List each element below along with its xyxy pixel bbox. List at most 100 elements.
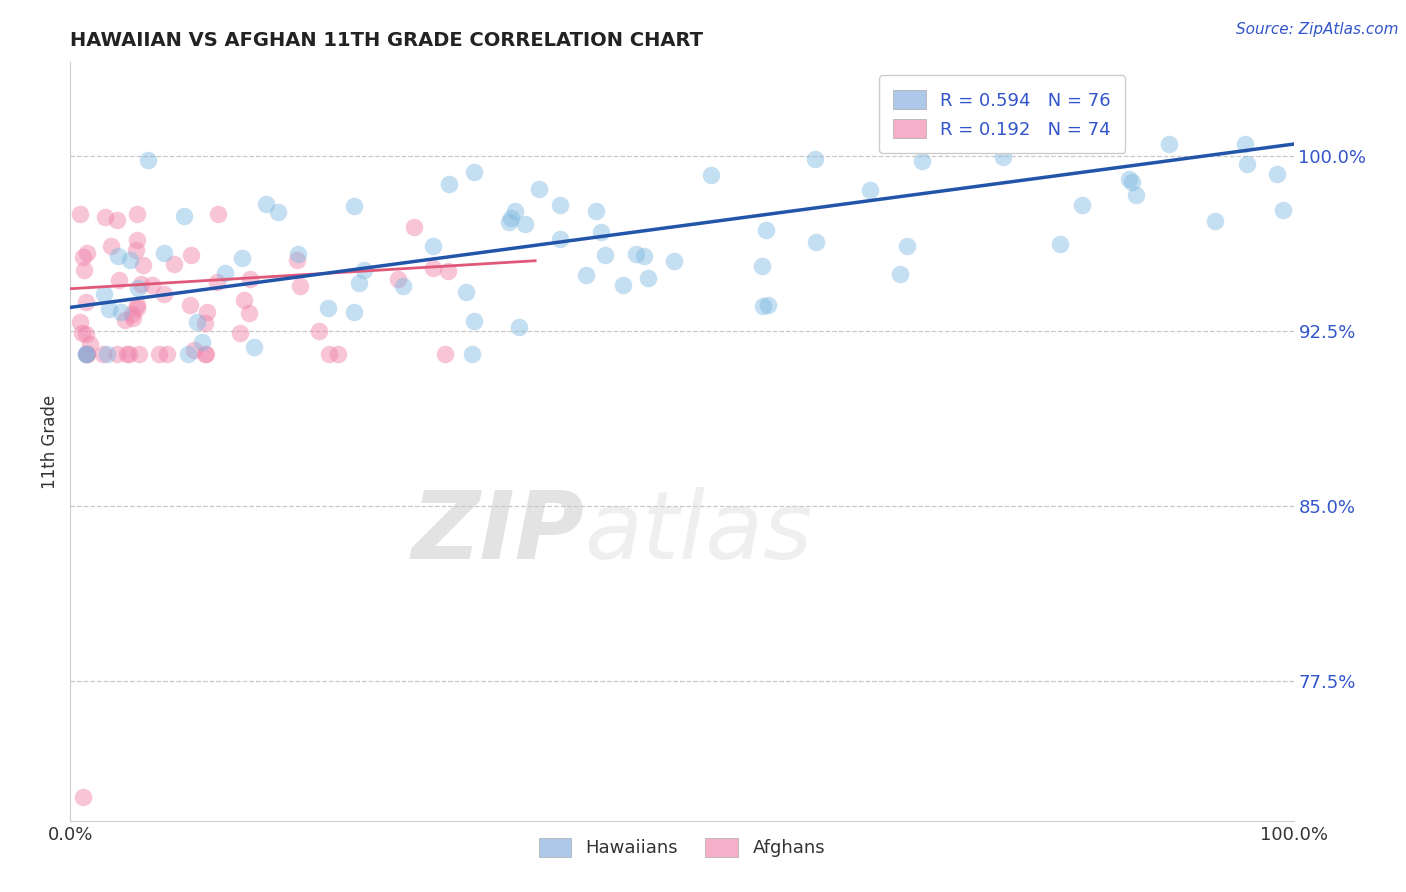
Point (214, 266, 236, 280)
Point (911, 154, 934, 169)
Point (194, 316, 217, 330)
Point (637, 270, 659, 285)
Point (437, 263, 460, 277)
Point (508, 320, 530, 334)
Point (422, 261, 444, 276)
Point (148, 347, 170, 361)
Point (183, 343, 205, 357)
Point (287, 252, 309, 267)
Point (152, 286, 174, 301)
Point (593, 248, 616, 262)
Point (132, 258, 155, 272)
Point (127, 298, 149, 312)
Point (343, 305, 366, 319)
Point (501, 211, 523, 225)
Point (1125, 187, 1147, 202)
Point (308, 324, 330, 338)
Point (121, 307, 143, 321)
Point (231, 251, 253, 265)
Point (287, 247, 309, 261)
Point (107, 249, 129, 263)
Point (117, 347, 139, 361)
Point (463, 165, 485, 179)
Point (1017, 137, 1039, 152)
Point (326, 347, 349, 361)
Point (108, 272, 131, 286)
Point (751, 299, 773, 313)
Text: Source: ZipAtlas.com: Source: ZipAtlas.com (1236, 22, 1399, 37)
Point (498, 214, 520, 228)
Point (254, 197, 277, 211)
Text: atlas: atlas (583, 487, 813, 578)
Point (76, 347, 98, 361)
Point (624, 246, 647, 260)
Point (460, 347, 482, 361)
Point (288, 279, 311, 293)
Text: HAWAIIAN VS AFGHAN 11TH GRADE CORRELATION CHART: HAWAIIAN VS AFGHAN 11TH GRADE CORRELATIO… (70, 30, 703, 50)
Point (1157, 137, 1180, 152)
Point (1118, 171, 1140, 186)
Point (434, 347, 457, 361)
Point (548, 198, 571, 212)
Point (548, 232, 571, 246)
Y-axis label: 11th Grade: 11th Grade (41, 394, 59, 489)
Point (186, 315, 208, 329)
Point (69, 207, 91, 221)
Point (205, 276, 228, 290)
Point (1121, 175, 1143, 189)
Point (756, 298, 779, 312)
Point (180, 248, 202, 262)
Point (97, 302, 120, 317)
Point (238, 306, 260, 320)
Point (131, 277, 153, 292)
Point (207, 207, 229, 221)
Point (93, 287, 115, 301)
Point (122, 311, 145, 326)
Point (1204, 214, 1226, 228)
Point (804, 235, 827, 249)
Point (72, 790, 94, 805)
Point (75, 347, 97, 361)
Point (1071, 197, 1094, 211)
Point (127, 281, 149, 295)
Point (896, 239, 918, 253)
Point (804, 153, 827, 167)
Point (120, 252, 142, 267)
Point (156, 347, 179, 361)
Point (318, 347, 340, 361)
Point (422, 239, 444, 253)
Point (179, 298, 201, 312)
Point (439, 177, 461, 191)
Point (267, 205, 290, 219)
Point (889, 267, 911, 281)
Point (503, 204, 526, 219)
Point (136, 153, 159, 168)
Point (612, 278, 634, 293)
Point (76, 245, 98, 260)
Point (229, 326, 252, 341)
Point (125, 243, 148, 257)
Point (191, 335, 214, 350)
Point (75, 294, 97, 309)
Text: ZIP: ZIP (411, 486, 583, 579)
Point (343, 199, 366, 213)
Point (105, 347, 128, 361)
Point (75, 326, 97, 341)
Point (100, 239, 122, 253)
Point (110, 305, 132, 319)
Point (239, 272, 262, 286)
Point (751, 259, 773, 273)
Point (115, 347, 138, 361)
Point (463, 314, 485, 328)
Point (194, 347, 217, 361)
Point (391, 278, 413, 293)
Point (991, 150, 1014, 164)
Point (114, 312, 136, 326)
Point (1271, 202, 1294, 217)
Point (585, 204, 607, 219)
Point (141, 278, 163, 293)
Point (349, 276, 371, 290)
Point (1017, 137, 1039, 152)
Point (75, 347, 97, 361)
Point (699, 169, 721, 183)
